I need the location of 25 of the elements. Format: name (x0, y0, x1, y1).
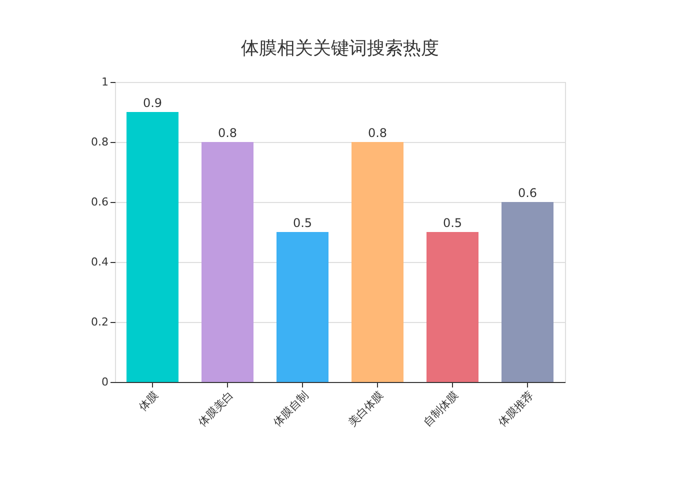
y-tick-label: 1 (102, 76, 108, 88)
x-tick-label: 体膜推荐 (496, 388, 536, 430)
data-label: 0.9 (142, 96, 162, 110)
bar (426, 232, 478, 382)
y-tick-label: 0 (102, 376, 108, 388)
x-tick-label: 体膜 (136, 388, 161, 414)
chart-title: 体膜相关关键词搜索热度 (241, 38, 439, 59)
y-tick-label: 0.4 (91, 256, 108, 268)
bar (126, 112, 178, 382)
x-tick-label: 美白体膜 (346, 388, 386, 430)
y-tick-label: 0.2 (91, 316, 108, 328)
data-label: 0.6 (518, 186, 538, 200)
x-tick-label: 体膜美白 (196, 388, 236, 430)
x-tick-label: 自制体膜 (420, 388, 461, 430)
x-tick-label: 体膜自制 (270, 388, 311, 430)
bar (352, 142, 404, 382)
data-label: 0.5 (292, 216, 312, 230)
bar (502, 202, 554, 382)
bar (202, 142, 254, 382)
bar (276, 232, 328, 382)
y-tick-label: 0.8 (91, 136, 108, 148)
data-label: 0.8 (368, 126, 388, 140)
data-label: 0.5 (442, 216, 462, 230)
data-label: 0.8 (218, 126, 238, 140)
y-tick-label: 0.6 (91, 196, 108, 208)
